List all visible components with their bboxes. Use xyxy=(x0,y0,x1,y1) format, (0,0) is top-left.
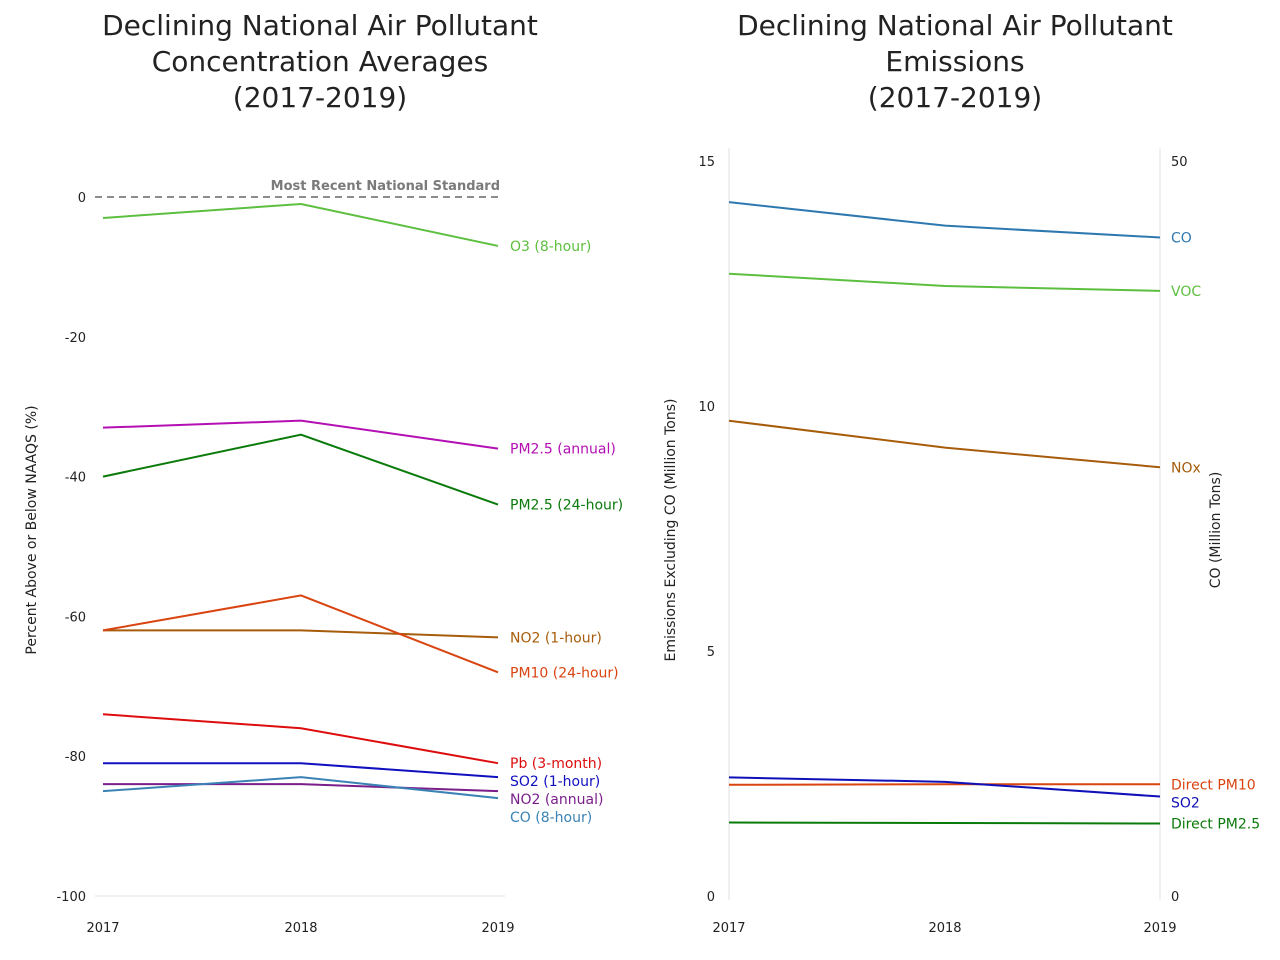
left-y-tick-label: -80 xyxy=(65,750,86,765)
series-label-voc: VOC xyxy=(1171,284,1201,300)
right-y-tick-label: 5 xyxy=(707,645,715,660)
series-label-co-8-hour: CO (8-hour) xyxy=(510,810,592,826)
series-line-so2-1-hour xyxy=(103,762,499,779)
series-label-direct-pm2-5: Direct PM2.5 xyxy=(1171,816,1260,832)
series-label-pm10-24-hour: PM10 (24-hour) xyxy=(510,665,619,681)
series-line-no2-annual xyxy=(103,783,499,793)
left-x-tick-label: 2018 xyxy=(284,921,317,936)
right-title-line-2: Emissions xyxy=(885,45,1025,78)
series-label-no2-annual: NO2 (annual) xyxy=(510,792,603,808)
left-y-tick-label: -100 xyxy=(56,890,86,905)
left-chart-title: Declining National Air Pollutant Concent… xyxy=(60,8,580,116)
left-y-tick-label: 0 xyxy=(78,191,86,206)
right-title-line-3: (2017-2019) xyxy=(867,81,1043,114)
right-y-axis-label: Emissions Excluding CO (Million Tons) xyxy=(663,399,679,662)
left-title-line-2: Concentration Averages xyxy=(151,45,489,78)
left-title-line-1: Declining National Air Pollutant xyxy=(102,9,538,42)
left-y-tick-label: -60 xyxy=(65,610,86,625)
right-title-line-1: Declining National Air Pollutant xyxy=(737,9,1173,42)
right-y2-axis-label: CO (Million Tons) xyxy=(1208,472,1224,589)
right-chart-title: Declining National Air Pollutant Emissio… xyxy=(695,8,1215,116)
concentration-chart: 0 -20 -40 -60 -80 -100 2017 2018 2019 Percent Abo… xyxy=(24,179,623,936)
series-line-pb-3-month xyxy=(102,713,499,765)
left-y-tick-label: -40 xyxy=(65,471,86,486)
series-label-pm2-5-annual: PM2.5 (annual) xyxy=(510,442,616,458)
series-line-co-8-hour xyxy=(102,776,499,800)
right-y-tick-label: 15 xyxy=(698,155,715,170)
series-label-so2: SO2 xyxy=(1171,795,1200,811)
series-label-pb-3-month: Pb (3-month) xyxy=(510,756,602,772)
series-line-nox xyxy=(728,419,1161,469)
series-label-so2-1-hour: SO2 (1-hour) xyxy=(510,774,600,790)
series-line-co xyxy=(728,201,1161,239)
series-line-no2-1-hour xyxy=(103,629,499,639)
series-label-no2-1-hour: NO2 (1-hour) xyxy=(510,630,602,646)
series-line-pm10-24-hour xyxy=(102,594,499,674)
right-y2-tick-label: 50 xyxy=(1171,155,1188,170)
right-x-tick-label: 2017 xyxy=(712,921,745,936)
right-x-tick-label: 2018 xyxy=(928,921,961,936)
standard-reference-label: Most Recent National Standard xyxy=(271,179,500,194)
left-y-tick-label: -20 xyxy=(65,331,86,346)
series-label-co: CO xyxy=(1171,230,1192,246)
series-line-voc xyxy=(728,272,1161,292)
left-title-line-3: (2017-2019) xyxy=(232,81,408,114)
series-line-o3-8-hour xyxy=(102,202,499,247)
series-line-direct-pm2-5 xyxy=(728,821,1161,825)
series-label-o3-8-hour: O3 (8-hour) xyxy=(510,239,591,255)
right-x-tick-label: 2019 xyxy=(1143,921,1176,936)
series-label-direct-pm10: Direct PM10 xyxy=(1171,777,1256,793)
left-y-axis-label: Percent Above or Below NAAQS (%) xyxy=(24,405,40,654)
series-line-pm2-5-annual xyxy=(102,419,499,450)
right-y2-tick-label: 0 xyxy=(1171,890,1179,905)
series-label-nox: NOx xyxy=(1171,460,1201,476)
left-x-tick-label: 2019 xyxy=(481,921,514,936)
series-label-pm2-5-24-hour: PM2.5 (24-hour) xyxy=(510,498,623,514)
series-line-so2 xyxy=(728,776,1161,798)
right-y-tick-label: 10 xyxy=(698,400,715,415)
series-line-pm2-5-24-hour xyxy=(102,433,499,506)
left-x-tick-label: 2017 xyxy=(86,921,119,936)
right-y-tick-label: 0 xyxy=(707,890,715,905)
